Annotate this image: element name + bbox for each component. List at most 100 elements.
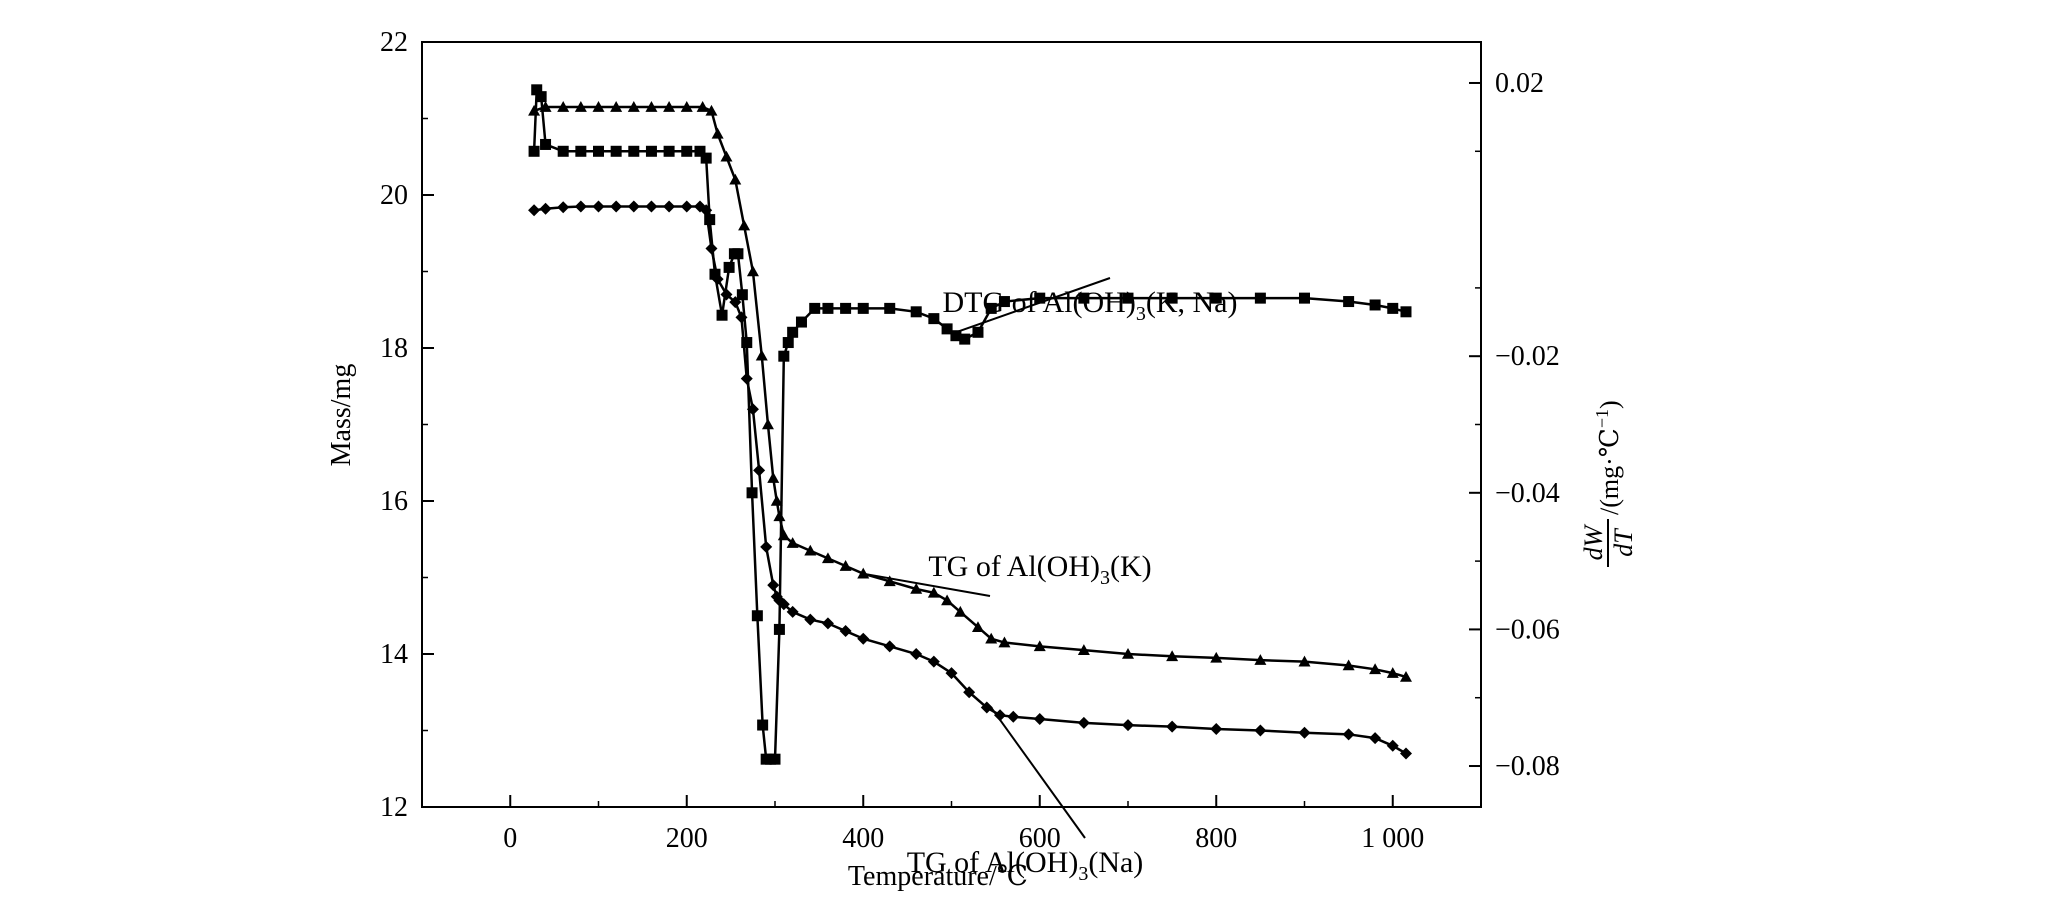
data-point: [528, 104, 541, 116]
data-point: [592, 101, 605, 112]
data-point: [574, 200, 587, 213]
y2-tick-label: −0.02: [1495, 341, 1560, 372]
data-point: [628, 145, 640, 157]
data-point: [773, 623, 785, 635]
data-point: [1254, 292, 1266, 304]
data-point: [857, 567, 870, 579]
series-layer: [528, 84, 1412, 765]
series-diamond: [528, 200, 1412, 760]
data-point: [910, 648, 923, 660]
annotation-label: TG of Al(OH)3(Na): [907, 846, 1144, 885]
data-point: [680, 200, 693, 213]
data-point: [627, 101, 640, 112]
data-point: [1343, 296, 1355, 308]
data-point: [736, 289, 748, 301]
y2-label-denominator: dT: [1609, 528, 1638, 557]
annotation-layer: DTG of Al(OH)3(K, Na) TG of Al(OH)3(K) TG …: [863, 277, 1238, 885]
data-point: [755, 349, 768, 361]
data-point: [557, 101, 570, 112]
data-point: [663, 101, 676, 112]
data-point: [760, 540, 773, 553]
data-point: [927, 655, 940, 668]
annotation-leader: [990, 706, 1086, 839]
y2-label-unit-exp: −1: [1592, 409, 1612, 428]
data-point: [574, 101, 587, 112]
data-point: [1077, 716, 1090, 729]
data-point: [972, 326, 984, 338]
data-point: [645, 145, 657, 157]
data-point: [959, 333, 971, 345]
data-point: [627, 200, 640, 213]
data-point: [822, 302, 834, 314]
data-point: [528, 204, 541, 217]
y-axis-left: 12 14 16 18 20 22: [380, 27, 434, 823]
data-point: [804, 613, 817, 626]
data-point: [761, 418, 774, 430]
data-point: [773, 510, 786, 522]
data-point: [1078, 292, 1090, 304]
x-tick-label: 1 000: [1361, 823, 1424, 854]
data-point: [740, 372, 753, 385]
data-point: [1399, 670, 1412, 682]
data-point: [840, 302, 852, 314]
annotation-label: DTG of Al(OH)3(K, Na): [943, 286, 1238, 325]
data-point: [1122, 292, 1134, 304]
data-point: [778, 350, 790, 362]
data-point: [941, 594, 954, 606]
data-point: [696, 101, 709, 112]
data-point: [557, 145, 569, 157]
data-point: [528, 145, 540, 157]
data-point: [1369, 732, 1382, 745]
data-point: [1122, 719, 1134, 732]
data-point: [729, 173, 742, 185]
data-point: [1399, 747, 1412, 760]
data-point: [1007, 710, 1020, 723]
data-point: [1254, 724, 1267, 737]
data-point: [531, 84, 543, 96]
data-point: [1210, 292, 1222, 304]
data-point: [700, 152, 712, 164]
data-point: [809, 302, 821, 314]
data-point: [1386, 739, 1399, 752]
data-point: [1299, 292, 1310, 304]
data-point: [945, 667, 958, 680]
data-point: [1298, 726, 1311, 739]
data-point: [751, 610, 763, 622]
annotation-leader: [863, 572, 991, 597]
data-point: [910, 306, 922, 318]
data-point: [1122, 648, 1134, 659]
data-point: [927, 586, 940, 598]
data-point: [709, 268, 721, 280]
data-point: [705, 104, 718, 116]
data-point: [757, 719, 769, 731]
data-point: [1210, 651, 1223, 663]
data-point: [1033, 640, 1046, 652]
data-point: [1033, 713, 1046, 726]
data-point: [985, 632, 998, 644]
data-point: [723, 261, 735, 273]
data-point: [786, 605, 799, 618]
data-point: [753, 464, 766, 477]
data-point: [839, 560, 852, 571]
y2-tick-label: −0.06: [1495, 614, 1560, 645]
data-point: [1369, 663, 1382, 675]
data-point: [994, 709, 1007, 722]
y-axis-right: 0.02 −0.02 −0.04 −0.06 −0.08: [1469, 68, 1560, 782]
data-point: [535, 91, 547, 103]
data-point: [593, 145, 604, 157]
data-point: [795, 316, 807, 328]
data-point: [681, 145, 693, 157]
series-triangle: [528, 101, 1412, 682]
data-point: [1034, 292, 1046, 304]
data-point: [1342, 728, 1355, 741]
x-tick-label: 400: [842, 823, 884, 854]
data-point: [985, 302, 997, 314]
data-point: [821, 617, 834, 630]
data-point: [804, 544, 817, 556]
data-point: [741, 337, 753, 349]
data-point: [821, 552, 834, 564]
series-line: [532, 85, 1407, 761]
y-tick-label: 12: [380, 792, 408, 823]
data-point: [928, 313, 940, 325]
data-point: [839, 625, 852, 638]
